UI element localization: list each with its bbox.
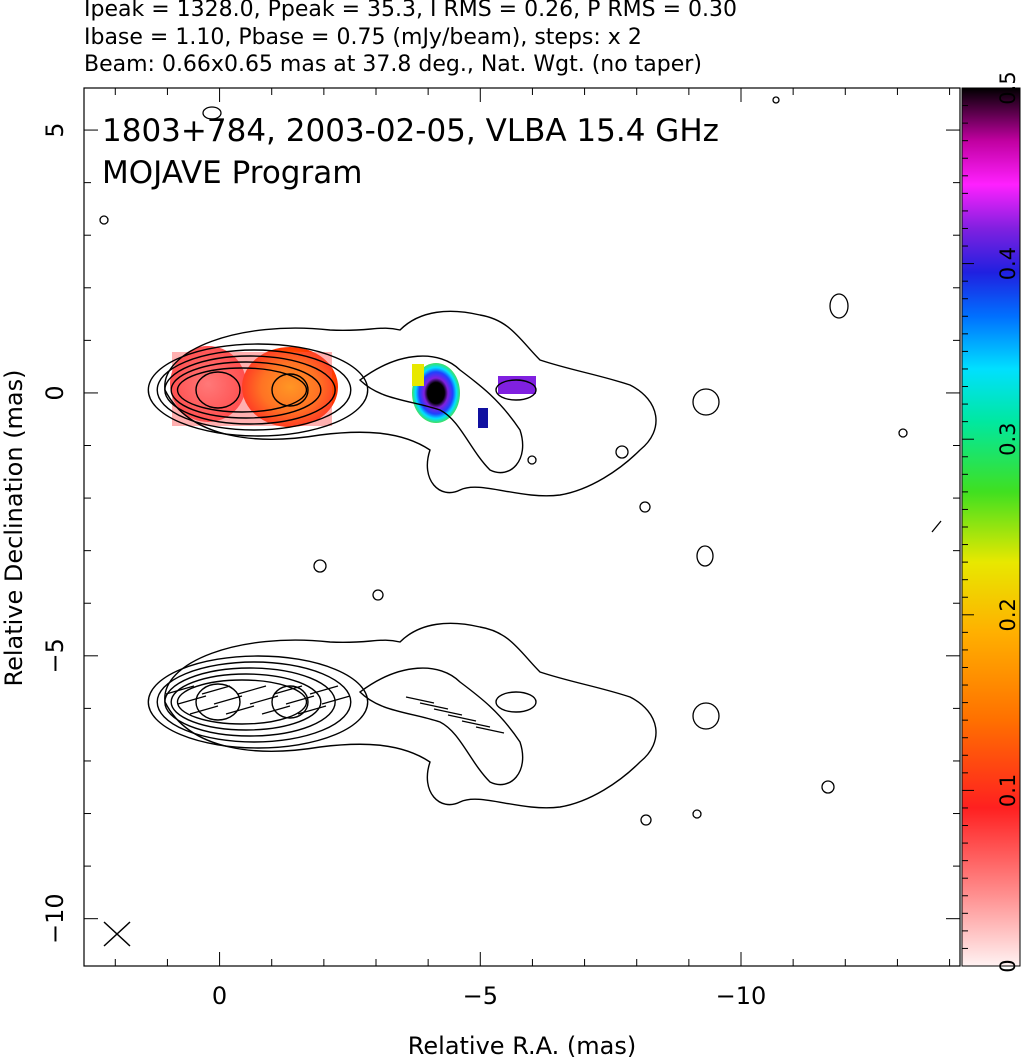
x-tick-label: −5 — [463, 982, 498, 1010]
contour-outer — [164, 310, 657, 497]
contour-core — [195, 683, 241, 721]
y-ticks: 5 0 −5 −10 — [41, 122, 960, 944]
contour-level — [147, 655, 369, 749]
contour-island — [99, 215, 109, 225]
colorbar-tick-label: 0 — [996, 959, 1020, 972]
evpa-vector — [461, 720, 491, 728]
contour-island — [931, 520, 942, 533]
polarization-blob-edge — [478, 408, 488, 428]
evpa-vector — [285, 695, 315, 705]
contour-jet — [358, 355, 524, 474]
contour-island — [640, 814, 652, 826]
evpa-vector — [405, 696, 435, 704]
x-ticks: 0 −5 −10 — [114, 88, 951, 1010]
header-line-beam: Beam: 0.66x0.65 mas at 37.8 deg., Nat. W… — [84, 52, 702, 77]
evpa-vector — [261, 705, 291, 715]
contour-core — [195, 371, 241, 409]
contour-island — [696, 545, 714, 567]
plot-subtitle: MOJAVE Program — [102, 155, 362, 191]
polarization-blob-edge — [412, 364, 424, 386]
evpa-vector — [433, 708, 463, 716]
contour-level — [164, 355, 336, 425]
contour-island — [692, 809, 702, 819]
colorbar-tick-label: 0.1 — [996, 774, 1020, 807]
evpa-vectors — [165, 685, 505, 734]
contour-level — [170, 361, 322, 419]
evpa-vector — [249, 695, 279, 705]
contours-lower — [147, 622, 657, 809]
evpa-vector — [309, 685, 339, 695]
y-tick-label: 0 — [41, 385, 69, 400]
colorbar-tick-label: 0.3 — [996, 422, 1020, 455]
contours-upper — [147, 310, 657, 497]
contour-island — [772, 96, 780, 104]
contour-jet — [358, 667, 524, 786]
evpa-vector — [419, 702, 449, 710]
plot-frame — [83, 87, 961, 967]
header-line-base: Ibase = 1.10, Pbase = 0.75 (mJy/beam), s… — [84, 25, 642, 50]
contour-island — [821, 780, 835, 794]
y-tick-label: −10 — [41, 893, 69, 944]
evpa-vector — [177, 695, 207, 705]
beam-marker — [103, 921, 131, 947]
evpa-vector — [273, 685, 303, 695]
plot-title: 1803+784, 2003-02-05, VLBA 15.4 GHz — [102, 113, 719, 149]
y-tick-label: −5 — [41, 638, 69, 673]
contour-island — [898, 428, 908, 438]
evpa-vector — [189, 705, 219, 715]
x-tick-label: 0 — [212, 982, 227, 1010]
contour-island — [313, 559, 327, 573]
contour-inner-jet — [271, 685, 309, 719]
contour-inner-jet — [271, 373, 309, 407]
polarization-blob-west — [498, 376, 536, 394]
contour-island — [692, 702, 720, 730]
evpa-vector — [297, 705, 327, 715]
contour-jet-west — [495, 691, 537, 713]
y-axis-label: Relative Declination (mas) — [0, 369, 28, 686]
contour-level — [176, 367, 308, 413]
contour-level — [147, 343, 369, 437]
x-tick-label: −10 — [716, 982, 767, 1010]
contour-jet-west — [495, 379, 537, 401]
contour-islands — [99, 96, 942, 826]
contour-island — [372, 589, 384, 601]
evpa-vector — [447, 714, 477, 722]
evpa-vector — [201, 685, 231, 695]
evpa-vector — [475, 726, 505, 734]
colorbar: 0 0.1 0.2 0.3 0.4 0.5 — [961, 71, 1021, 973]
contour-island — [615, 445, 629, 459]
contour-level — [176, 679, 308, 725]
contour-island — [829, 293, 849, 319]
contour-level — [156, 661, 352, 743]
x-axis-label: Relative R.A. (mas) — [408, 1032, 636, 1060]
contour-level — [170, 673, 322, 731]
evpa-vector — [237, 685, 267, 695]
contour-level — [164, 667, 336, 737]
evpa-vector — [165, 685, 195, 695]
y-tick-label: 5 — [41, 122, 69, 137]
evpa-vector — [225, 705, 255, 715]
contour-island — [692, 388, 720, 416]
colorbar-tick-label: 0.5 — [996, 71, 1020, 104]
colorbar-tick-label: 0.4 — [996, 247, 1020, 280]
contour-island — [527, 455, 537, 465]
header-line-peaks: Ipeak = 1328.0, Ppeak = 35.3, I RMS = 0.… — [84, 0, 737, 22]
contour-island — [639, 501, 651, 513]
contour-level — [156, 349, 352, 431]
contour-island — [202, 106, 222, 120]
evpa-vector — [321, 695, 351, 705]
contour-outer — [164, 622, 657, 809]
colorbar-tick-label: 0.2 — [996, 598, 1020, 631]
evpa-vector — [213, 695, 243, 705]
